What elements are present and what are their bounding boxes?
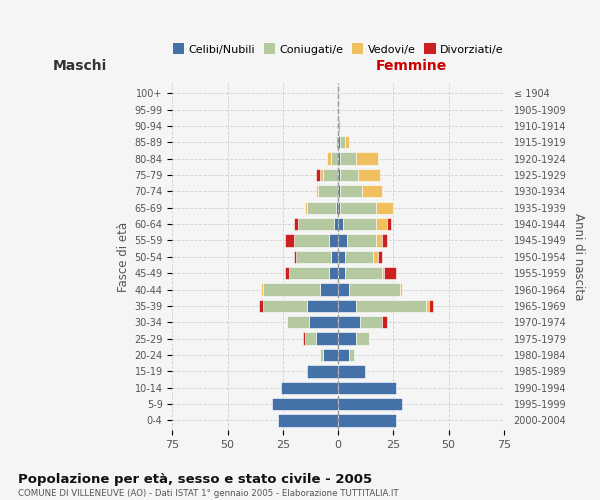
Bar xyxy=(338,365,365,378)
Bar xyxy=(338,332,356,345)
Legend: Celibi/Nubili, Coniugati/e, Vedovi/e, Divorziati/e: Celibi/Nubili, Coniugati/e, Vedovi/e, Di… xyxy=(168,40,508,60)
Bar xyxy=(356,152,378,165)
Bar xyxy=(327,152,331,165)
Bar xyxy=(376,234,382,246)
Bar xyxy=(323,349,338,361)
Bar xyxy=(316,185,318,198)
Bar xyxy=(338,202,340,214)
Bar xyxy=(323,169,338,181)
Bar xyxy=(356,332,369,345)
Bar xyxy=(343,218,376,230)
Bar xyxy=(400,284,402,296)
Y-axis label: Fasce di età: Fasce di età xyxy=(117,222,130,292)
Bar xyxy=(310,316,338,328)
Bar xyxy=(285,267,289,280)
Bar xyxy=(259,300,263,312)
Bar xyxy=(338,152,340,165)
Bar xyxy=(294,218,298,230)
Bar xyxy=(334,218,338,230)
Bar xyxy=(331,250,338,263)
Bar xyxy=(340,169,358,181)
Bar xyxy=(338,136,340,148)
Bar xyxy=(281,382,338,394)
Bar xyxy=(278,414,338,426)
Bar xyxy=(338,250,345,263)
Bar xyxy=(263,284,320,296)
Bar xyxy=(378,250,382,263)
Bar xyxy=(385,267,395,280)
Bar xyxy=(376,202,394,214)
Bar xyxy=(318,185,338,198)
Bar xyxy=(307,365,338,378)
Bar xyxy=(338,300,356,312)
Bar xyxy=(303,332,305,345)
Bar xyxy=(338,316,360,328)
Bar xyxy=(382,316,387,328)
Bar xyxy=(305,202,307,214)
Bar xyxy=(345,136,349,148)
Bar xyxy=(263,300,307,312)
Bar xyxy=(340,136,345,148)
Bar xyxy=(320,284,338,296)
Bar xyxy=(338,284,349,296)
Bar xyxy=(294,250,296,263)
Bar xyxy=(349,284,400,296)
Bar xyxy=(294,234,329,246)
Bar xyxy=(358,169,380,181)
Bar xyxy=(360,316,382,328)
Bar xyxy=(338,234,347,246)
Bar xyxy=(362,185,382,198)
Bar xyxy=(338,414,395,426)
Bar xyxy=(338,382,395,394)
Bar xyxy=(382,267,385,280)
Bar xyxy=(336,136,338,148)
Bar xyxy=(320,349,323,361)
Text: Femmine: Femmine xyxy=(376,59,446,73)
Bar xyxy=(336,202,338,214)
Bar xyxy=(307,202,336,214)
Bar xyxy=(376,218,387,230)
Bar xyxy=(287,316,310,328)
Bar xyxy=(338,169,340,181)
Text: Popolazione per età, sesso e stato civile - 2005: Popolazione per età, sesso e stato civil… xyxy=(18,472,372,486)
Bar xyxy=(329,234,338,246)
Bar xyxy=(329,267,338,280)
Bar xyxy=(316,332,338,345)
Bar xyxy=(298,218,334,230)
Bar xyxy=(289,267,329,280)
Bar xyxy=(340,202,376,214)
Text: Maschi: Maschi xyxy=(52,59,107,73)
Bar xyxy=(349,349,353,361)
Bar xyxy=(338,218,343,230)
Bar xyxy=(338,185,340,198)
Bar xyxy=(356,300,427,312)
Bar xyxy=(427,300,429,312)
Bar xyxy=(296,250,331,263)
Bar xyxy=(272,398,338,410)
Bar xyxy=(331,152,338,165)
Bar xyxy=(387,218,391,230)
Y-axis label: Anni di nascita: Anni di nascita xyxy=(572,213,585,300)
Bar xyxy=(338,349,349,361)
Bar xyxy=(338,398,402,410)
Bar xyxy=(340,185,362,198)
Bar xyxy=(307,300,338,312)
Bar xyxy=(261,284,263,296)
Bar xyxy=(316,169,320,181)
Bar xyxy=(382,234,387,246)
Bar xyxy=(338,267,345,280)
Bar xyxy=(340,152,356,165)
Bar xyxy=(429,300,433,312)
Bar xyxy=(285,234,294,246)
Bar xyxy=(345,250,373,263)
Bar xyxy=(305,332,316,345)
Bar xyxy=(338,120,340,132)
Bar xyxy=(373,250,378,263)
Bar xyxy=(347,234,376,246)
Text: COMUNE DI VILLENEUVE (AO) - Dati ISTAT 1° gennaio 2005 - Elaborazione TUTTITALIA: COMUNE DI VILLENEUVE (AO) - Dati ISTAT 1… xyxy=(18,489,398,498)
Bar xyxy=(320,169,323,181)
Bar xyxy=(345,267,382,280)
